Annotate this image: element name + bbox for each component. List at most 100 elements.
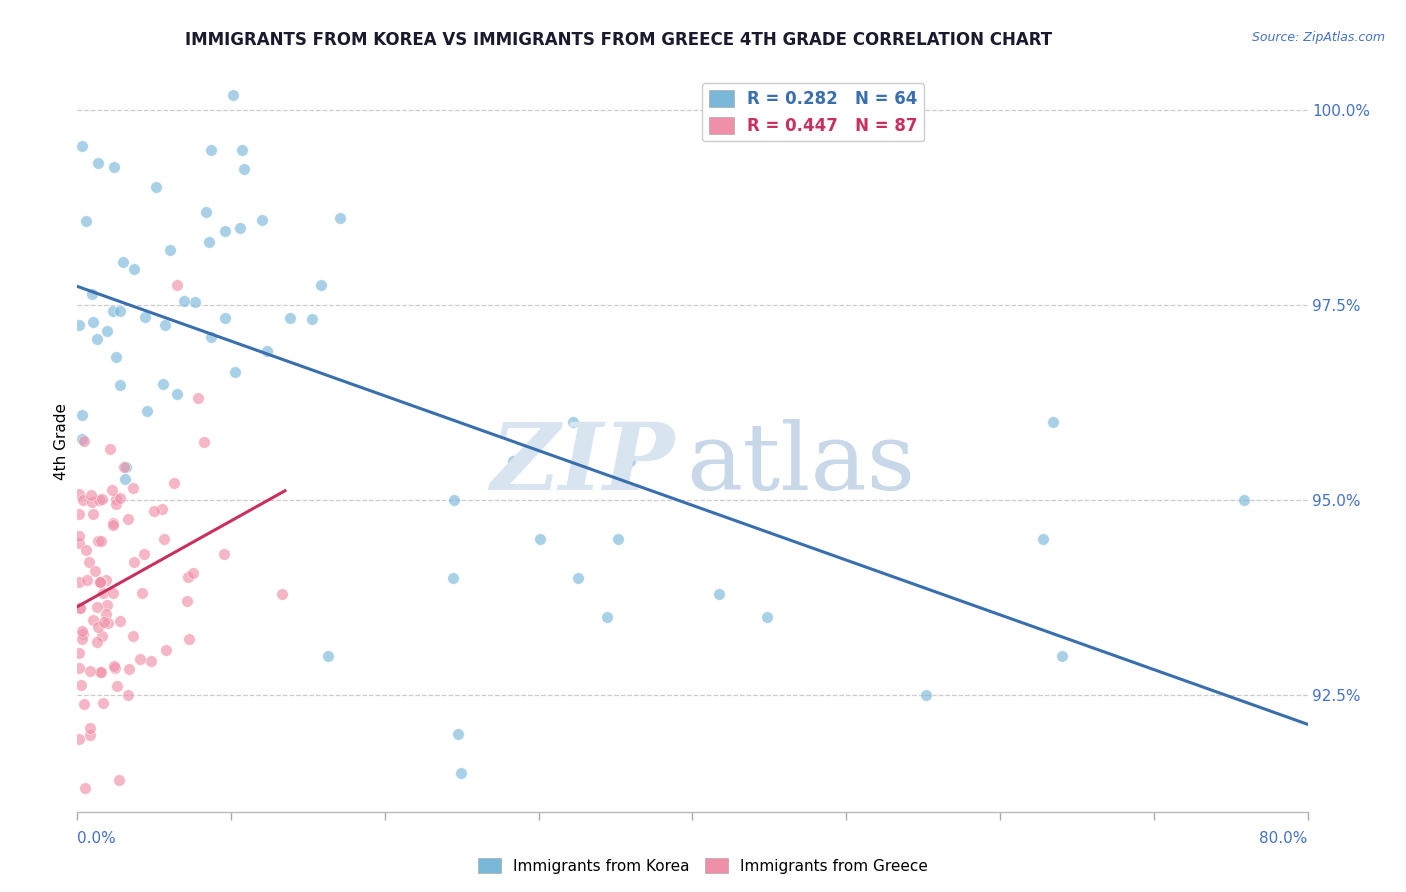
Point: [134, 310, 156, 325]
Point: [108, 773, 131, 788]
Point: [166, 387, 188, 401]
Point: [214, 311, 236, 326]
Point: [103, 161, 125, 175]
Point: [101, 586, 124, 600]
Point: [502, 454, 524, 468]
Point: [214, 224, 236, 238]
Point: [134, 547, 156, 561]
Point: [222, 87, 245, 102]
Point: [198, 235, 221, 249]
Point: [122, 262, 145, 277]
Y-axis label: 4th Grade: 4th Grade: [53, 403, 69, 480]
Point: [301, 311, 323, 326]
Point: [193, 435, 215, 450]
Point: [184, 294, 207, 309]
Point: [101, 303, 124, 318]
Point: [91, 492, 114, 507]
Point: [87, 156, 110, 170]
Point: [67, 507, 90, 521]
Point: [70, 138, 93, 153]
Point: [104, 661, 127, 675]
Point: [194, 205, 217, 219]
Point: [75, 213, 97, 227]
Point: [105, 497, 128, 511]
Point: [84, 564, 107, 578]
Point: [117, 688, 139, 702]
Text: 80.0%: 80.0%: [1260, 831, 1308, 847]
Point: [1032, 532, 1054, 546]
Point: [90, 665, 112, 679]
Point: [86, 332, 108, 346]
Point: [89, 574, 111, 589]
Point: [67, 529, 90, 543]
Point: [105, 679, 128, 693]
Point: [145, 179, 167, 194]
Point: [155, 642, 177, 657]
Point: [96, 598, 118, 612]
Point: [181, 566, 204, 580]
Legend: Immigrants from Korea, Immigrants from Greece: Immigrants from Korea, Immigrants from G…: [472, 852, 934, 880]
Point: [128, 652, 150, 666]
Point: [70, 632, 93, 646]
Point: [87, 619, 110, 633]
Point: [75, 543, 97, 558]
Point: [163, 475, 186, 490]
Point: [229, 221, 252, 235]
Point: [153, 318, 176, 333]
Point: [707, 586, 730, 600]
Point: [70, 624, 93, 638]
Point: [79, 664, 101, 678]
Point: [561, 415, 583, 429]
Text: 0.0%: 0.0%: [77, 831, 117, 847]
Point: [1042, 415, 1064, 429]
Point: [567, 571, 589, 585]
Point: [224, 365, 246, 379]
Point: [79, 722, 101, 736]
Point: [90, 629, 112, 643]
Point: [596, 610, 619, 624]
Point: [256, 344, 278, 359]
Point: [108, 303, 131, 318]
Point: [108, 491, 131, 505]
Point: [187, 391, 209, 405]
Point: [153, 533, 176, 547]
Point: [114, 472, 136, 486]
Point: [607, 532, 630, 546]
Point: [118, 662, 141, 676]
Point: [70, 432, 93, 446]
Point: [72, 627, 94, 641]
Point: [309, 277, 332, 292]
Point: [80, 488, 103, 502]
Point: [112, 460, 135, 475]
Text: atlas: atlas: [686, 418, 915, 508]
Point: [67, 661, 90, 675]
Point: [76, 573, 98, 587]
Point: [122, 629, 145, 643]
Point: [166, 278, 188, 293]
Point: [67, 646, 90, 660]
Point: [177, 570, 200, 584]
Point: [117, 512, 139, 526]
Point: [96, 324, 118, 338]
Point: [69, 601, 91, 615]
Point: [80, 495, 103, 509]
Point: [86, 635, 108, 649]
Point: [271, 586, 294, 600]
Point: [136, 403, 159, 417]
Text: Source: ZipAtlas.com: Source: ZipAtlas.com: [1251, 31, 1385, 45]
Point: [93, 615, 115, 630]
Point: [1233, 493, 1256, 508]
Point: [67, 575, 90, 590]
Point: [108, 377, 131, 392]
Point: [101, 516, 124, 530]
Point: [450, 765, 472, 780]
Point: [250, 213, 273, 227]
Point: [278, 311, 301, 326]
Point: [529, 532, 551, 546]
Legend: R = 0.282   N = 64, R = 0.447   N = 87: R = 0.282 N = 64, R = 0.447 N = 87: [702, 83, 924, 142]
Point: [82, 507, 104, 521]
Point: [108, 614, 131, 628]
Point: [159, 243, 181, 257]
Point: [73, 434, 96, 448]
Point: [122, 555, 145, 569]
